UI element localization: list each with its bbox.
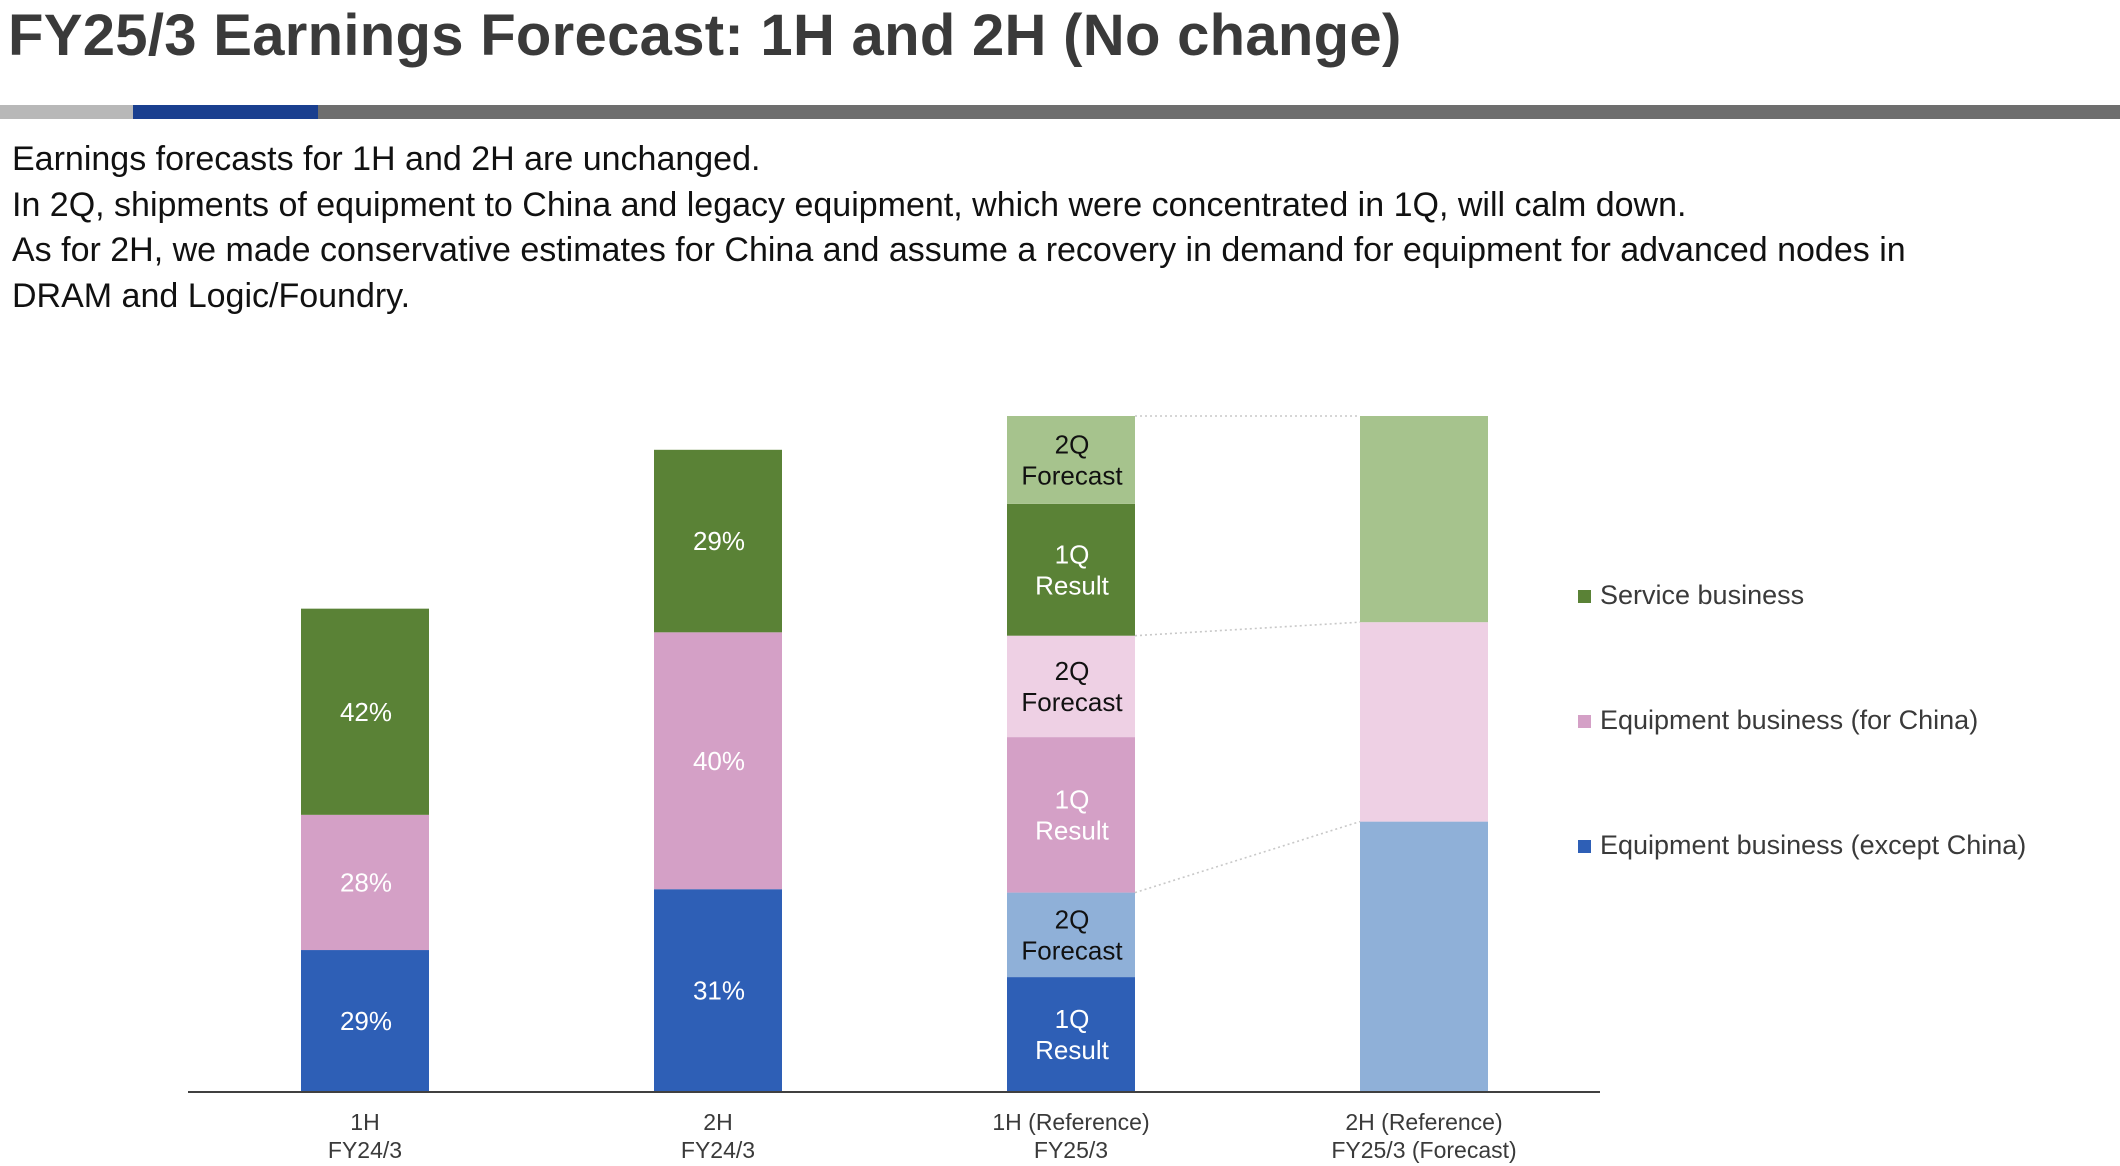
legend-swatch [1578,715,1591,728]
data-label: Result [1035,1035,1109,1065]
bar-segment [654,632,782,890]
bar-segment [301,814,429,951]
data-label: Result [1035,815,1109,845]
bar-segment [1360,821,1488,1092]
bar-segment [301,608,429,815]
description-line-1: Earnings forecasts for 1H and 2H are unc… [12,140,761,178]
data-label: 1Q [1055,784,1090,814]
title-rule [0,105,2120,119]
bar-segment [654,889,782,1092]
description-line-2: In 2Q, shipments of equipment to China a… [12,185,1687,224]
data-label: Forecast [1021,935,1123,965]
bar-segment [1007,503,1135,636]
data-label: 40% [693,746,745,776]
legend-swatch [1578,590,1591,603]
x-tick-label: FY24/3 [328,1137,402,1163]
bar-segment [1007,416,1135,504]
data-label: 42% [340,697,392,727]
bar-segment [1007,635,1135,738]
x-tick-label: 1H [350,1109,379,1135]
bar-segment [654,449,782,633]
data-label: 29% [693,526,745,556]
x-tick-label: FY25/3 [1034,1137,1108,1163]
description-line-4: DRAM and Logic/Foundry. [12,276,411,315]
title-rule-left-segment [0,105,133,119]
x-tick-label: FY25/3 (Forecast) [1331,1137,1516,1163]
data-label: 2Q [1055,656,1090,686]
data-label: 29% [340,1006,392,1036]
data-label: Result [1035,570,1109,600]
bar-segment [1007,892,1135,978]
x-tick-label: 2H [703,1109,732,1135]
data-label: 1Q [1055,539,1090,569]
data-label: 28% [340,867,392,897]
data-label: 2Q [1055,904,1090,934]
description-line-3: As for 2H, we made conservative estimate… [12,231,1906,269]
connector-line [1134,820,1361,894]
legend-label: Equipment business (except China) [1600,830,2026,860]
x-tick-label: 1H (Reference) [992,1109,1149,1135]
data-label: 1Q [1055,1004,1090,1034]
bar-segment [301,950,429,1092]
legend-swatch [1578,840,1591,853]
description: Earnings forecasts for 1H and 2H are unc… [12,137,2112,319]
data-label: 2Q [1055,429,1090,459]
legend-label: Service business [1600,580,1804,610]
page-title: FY25/3 Earnings Forecast: 1H and 2H (No … [8,3,1402,68]
data-label: Forecast [1021,460,1123,490]
data-label: 31% [693,976,745,1006]
title-rule-accent [133,105,318,119]
bar-segment [1360,622,1488,822]
x-tick-label: FY24/3 [681,1137,755,1163]
x-tick-label: 2H (Reference) [1345,1109,1502,1135]
bar-segment [1007,977,1135,1092]
legend-label: Equipment business (for China) [1600,705,1978,735]
bar-segment [1360,416,1488,623]
data-label: Forecast [1021,687,1123,717]
connector-line [1134,621,1361,637]
bar-segment [1007,737,1135,893]
